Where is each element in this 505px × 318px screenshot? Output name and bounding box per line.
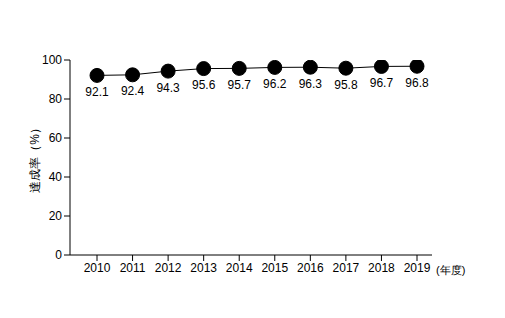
- svg-text:95.7: 95.7: [228, 78, 252, 92]
- svg-text:94.3: 94.3: [156, 81, 180, 95]
- svg-text:2018: 2018: [368, 261, 395, 275]
- svg-text:40: 40: [49, 170, 63, 184]
- svg-text:96.7: 96.7: [370, 76, 394, 90]
- svg-text:0: 0: [55, 248, 62, 262]
- svg-text:2019: 2019: [404, 261, 431, 275]
- svg-text:80: 80: [49, 92, 63, 106]
- svg-text:(年度): (年度): [436, 264, 465, 276]
- svg-text:2012: 2012: [155, 261, 182, 275]
- svg-text:達成率（%）: 達成率（%）: [28, 122, 42, 193]
- svg-text:100: 100: [42, 53, 62, 67]
- svg-text:2016: 2016: [297, 261, 324, 275]
- svg-text:60: 60: [49, 131, 63, 145]
- svg-text:2015: 2015: [261, 261, 288, 275]
- svg-text:2017: 2017: [333, 261, 360, 275]
- svg-text:2013: 2013: [190, 261, 217, 275]
- svg-text:92.1: 92.1: [85, 85, 109, 99]
- svg-text:96.3: 96.3: [299, 77, 323, 91]
- svg-text:20: 20: [49, 209, 63, 223]
- svg-text:92.4: 92.4: [121, 84, 145, 98]
- svg-text:96.2: 96.2: [263, 77, 287, 91]
- svg-text:95.6: 95.6: [192, 78, 216, 92]
- svg-text:2011: 2011: [120, 261, 146, 275]
- svg-text:95.8: 95.8: [334, 78, 358, 92]
- svg-text:2010: 2010: [84, 261, 111, 275]
- svg-text:2014: 2014: [226, 261, 253, 275]
- svg-text:96.8: 96.8: [405, 76, 429, 90]
